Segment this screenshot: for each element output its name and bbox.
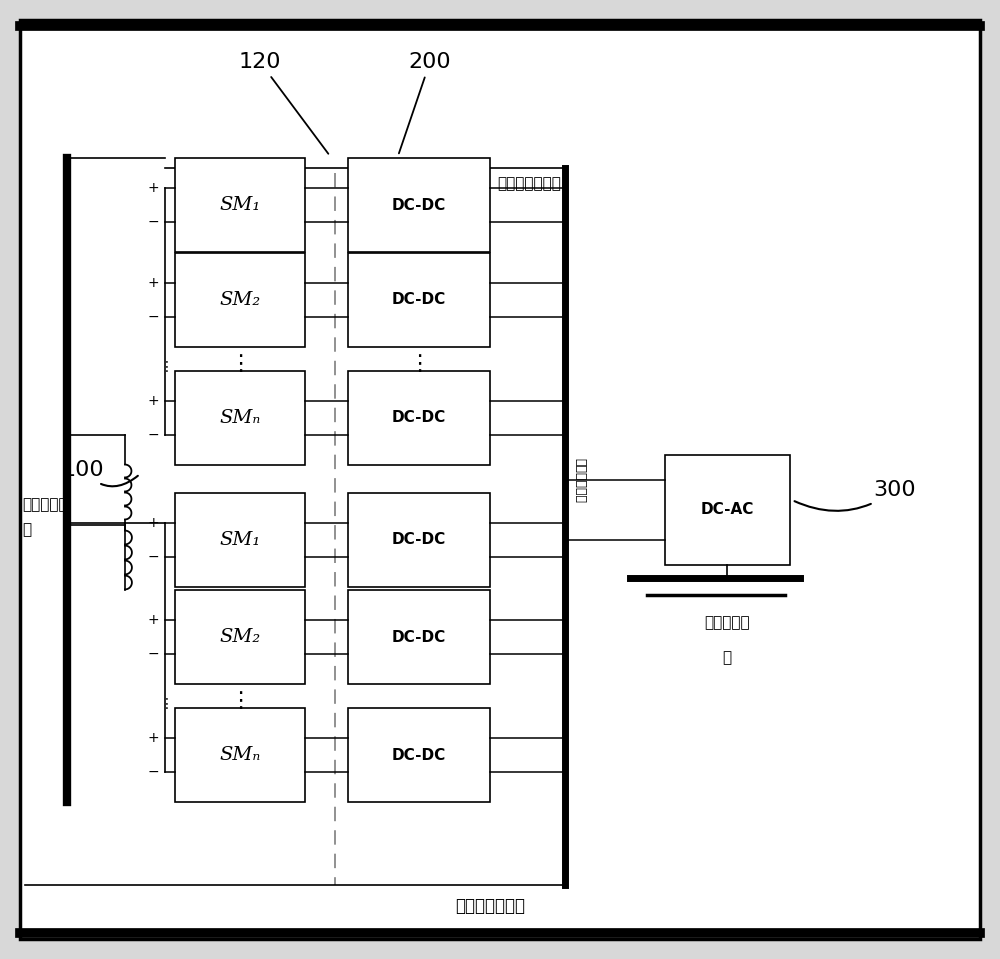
Text: SM₁: SM₁ <box>219 531 261 549</box>
Bar <box>175 493 305 587</box>
Text: 网: 网 <box>722 650 732 665</box>
Text: SMₙ: SMₙ <box>219 409 261 427</box>
Text: DC-DC: DC-DC <box>392 629 446 644</box>
Text: DC-AC: DC-AC <box>700 503 754 518</box>
Text: 低压交流电: 低压交流电 <box>704 615 750 630</box>
Text: −: − <box>147 647 159 661</box>
Text: DC-DC: DC-DC <box>392 532 446 548</box>
Text: ⋮: ⋮ <box>160 360 174 374</box>
Text: 高压直流电网正: 高压直流电网正 <box>497 176 561 191</box>
Text: SMₙ: SMₙ <box>219 746 261 764</box>
Bar <box>348 158 490 252</box>
Bar <box>348 253 490 347</box>
Text: 网: 网 <box>22 523 31 537</box>
Text: 低压直流电网: 低压直流电网 <box>573 457 586 503</box>
Text: DC-DC: DC-DC <box>392 198 446 213</box>
Text: SM₂: SM₂ <box>219 291 261 309</box>
Text: +: + <box>147 394 159 408</box>
Text: DC-DC: DC-DC <box>392 292 446 308</box>
Text: −: − <box>147 765 159 779</box>
Text: 300: 300 <box>795 480 916 511</box>
Text: −: − <box>147 428 159 442</box>
Text: ⋮: ⋮ <box>160 697 174 711</box>
Text: +: + <box>147 731 159 745</box>
Text: ⋮: ⋮ <box>229 354 251 374</box>
Text: −: − <box>147 550 159 564</box>
Text: +: + <box>147 276 159 290</box>
Bar <box>175 371 305 465</box>
Text: 高压交流电: 高压交流电 <box>22 498 68 512</box>
Text: ⋮: ⋮ <box>229 691 251 711</box>
Text: DC-DC: DC-DC <box>392 410 446 426</box>
Text: +: + <box>147 516 159 530</box>
Text: DC-DC: DC-DC <box>392 747 446 762</box>
Text: +: + <box>147 181 159 195</box>
Text: −: − <box>147 215 159 229</box>
Text: SM₁: SM₁ <box>219 196 261 214</box>
Bar <box>348 708 490 802</box>
Text: SM₂: SM₂ <box>219 628 261 646</box>
Text: ⋮: ⋮ <box>408 354 430 374</box>
Text: 高压直流电网负: 高压直流电网负 <box>455 897 525 915</box>
Bar <box>665 455 790 565</box>
Bar <box>175 158 305 252</box>
Bar <box>348 371 490 465</box>
Bar <box>175 708 305 802</box>
Text: 200: 200 <box>399 52 451 153</box>
Text: 100: 100 <box>62 460 138 486</box>
Text: −: − <box>147 310 159 324</box>
Text: +: + <box>147 613 159 627</box>
Text: 120: 120 <box>239 52 328 153</box>
Bar <box>175 253 305 347</box>
Bar <box>348 493 490 587</box>
Bar <box>175 590 305 684</box>
Bar <box>348 590 490 684</box>
